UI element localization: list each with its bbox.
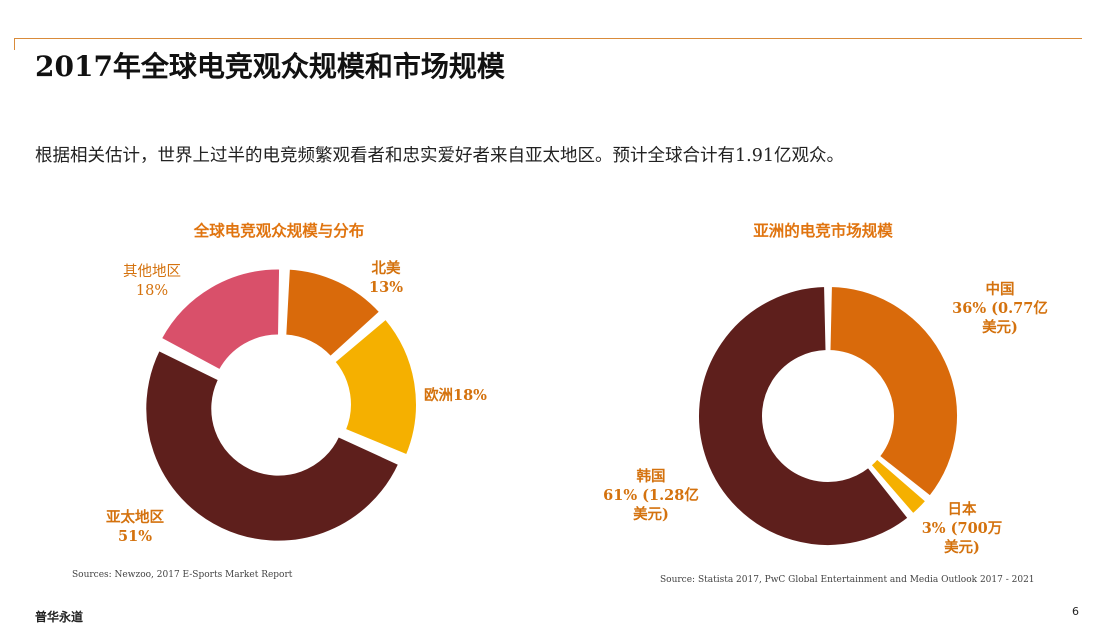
donut-slice-audience-0 <box>284 267 382 359</box>
donut-slice-market-1 <box>869 457 928 516</box>
donut-slice-audience-1 <box>333 317 418 457</box>
donut-slice-market-2 <box>697 285 910 547</box>
donut-slice-audience-2 <box>144 348 401 543</box>
chart-source-left: Sources: Newzoo, 2017 E-Sports Market Re… <box>72 570 293 580</box>
slice-label-audience-2: 亚太地区 51% <box>106 508 164 545</box>
slice-label-audience-1: 欧洲18% <box>424 386 487 404</box>
chart-title: 全球电竞观众规模与分布 <box>193 221 365 240</box>
slice-label-market-2: 韩国 61% (1.28亿美元) <box>603 467 699 523</box>
footer-brand: 普华永道 <box>35 610 84 624</box>
slice-label-market-0: 中国 36% (0.77亿美元) <box>952 280 1048 336</box>
page-number: 6 <box>1072 605 1079 618</box>
chart-title: 亚洲的电竞市场规模 <box>753 221 893 240</box>
header-rule <box>14 38 1082 39</box>
slice-label-market-1: 日本 3% (700万美元) <box>922 500 1003 556</box>
page-subtitle: 根据相关估计，世界上过半的电竞频繁观看者和忠实爱好者来自亚太地区。预计全球合计有… <box>35 146 844 166</box>
chart-source-right: Source: Statista 2017, PwC Global Entert… <box>660 575 1035 585</box>
donut-slice-market-0 <box>828 285 959 498</box>
slice-label-audience-3: 其他地区 18% <box>123 263 181 299</box>
donut-slice-audience-3 <box>159 267 282 372</box>
slice-label-audience-0: 北美 13% <box>369 259 403 296</box>
header-rule-tick <box>14 38 15 50</box>
page-title: 2017年全球电竞观众规模和市场规模 <box>35 50 505 83</box>
